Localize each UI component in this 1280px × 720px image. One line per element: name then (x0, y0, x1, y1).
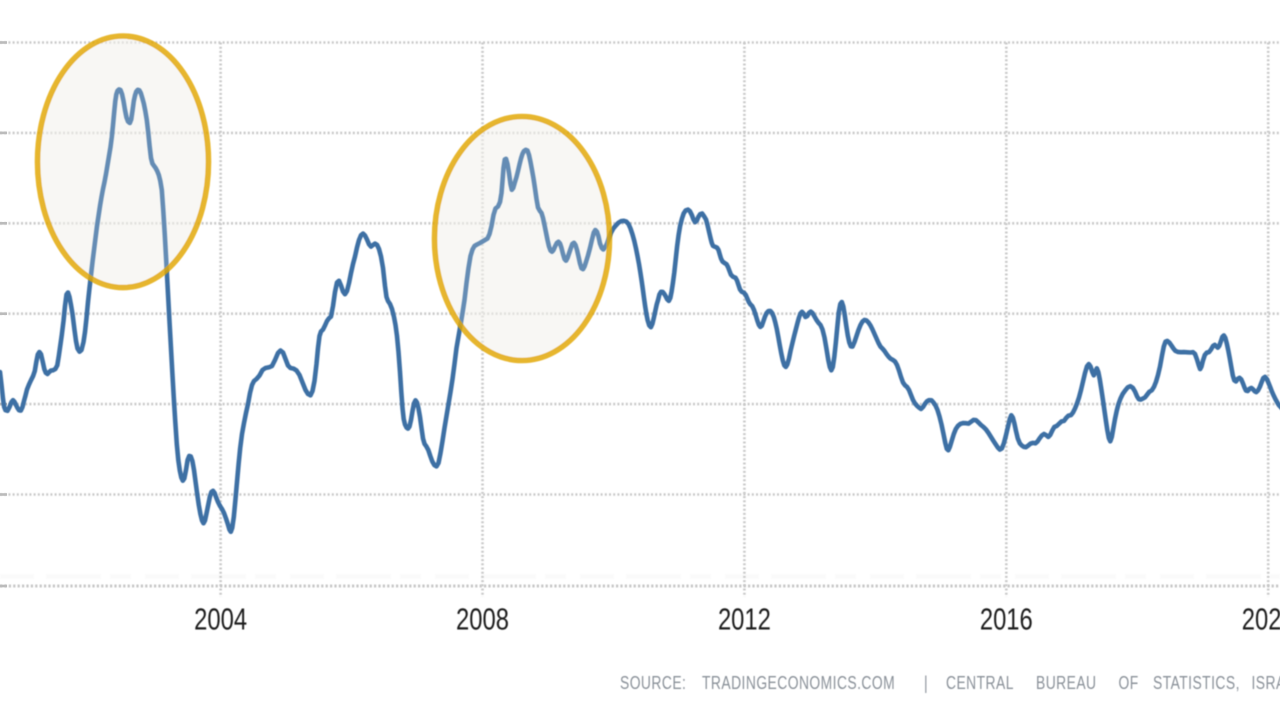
svg-text:2020: 2020 (1242, 602, 1280, 637)
svg-text:2012: 2012 (718, 602, 771, 637)
svg-text:STATISTICS,: STATISTICS, (1153, 673, 1240, 693)
svg-text:SOURCE:: SOURCE: (620, 673, 686, 693)
svg-text:OF: OF (1119, 673, 1139, 693)
svg-text:ISRAEL: ISRAEL (1252, 673, 1280, 693)
svg-text:2004: 2004 (194, 602, 247, 637)
svg-text:2016: 2016 (980, 602, 1033, 637)
svg-text:BUREAU: BUREAU (1036, 673, 1096, 693)
svg-text:2008: 2008 (456, 602, 509, 637)
svg-text:CENTRAL: CENTRAL (946, 673, 1014, 693)
svg-text:|: | (924, 673, 928, 693)
svg-text:TRADINGECONOMICS.COM: TRADINGECONOMICS.COM (702, 673, 895, 693)
